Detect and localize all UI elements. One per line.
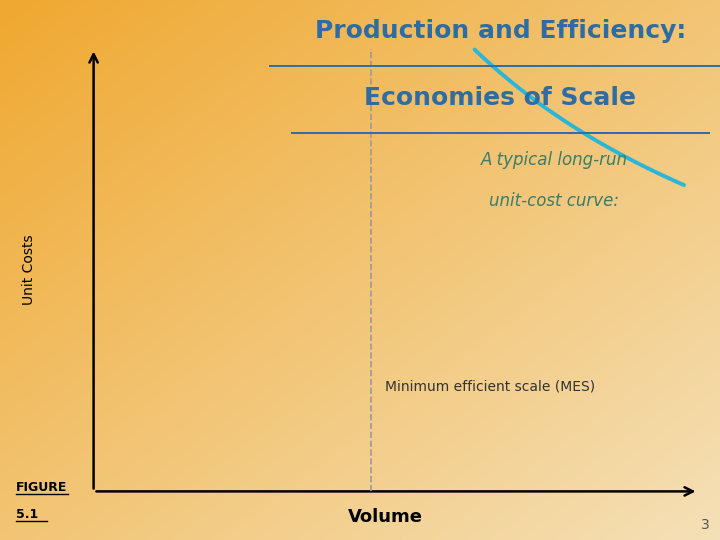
Text: A typical long-run: A typical long-run	[481, 151, 628, 169]
Text: unit-cost curve:: unit-cost curve:	[490, 192, 619, 210]
Text: Economies of Scale: Economies of Scale	[364, 86, 636, 110]
Text: Production and Efficiency:: Production and Efficiency:	[315, 19, 686, 43]
Text: Volume: Volume	[348, 509, 423, 526]
Text: FIGURE: FIGURE	[16, 481, 67, 494]
Text: 5.1: 5.1	[16, 508, 38, 521]
Text: 3: 3	[701, 518, 709, 532]
Text: Unit Costs: Unit Costs	[22, 235, 36, 305]
Text: Minimum efficient scale (MES): Minimum efficient scale (MES)	[385, 379, 595, 393]
